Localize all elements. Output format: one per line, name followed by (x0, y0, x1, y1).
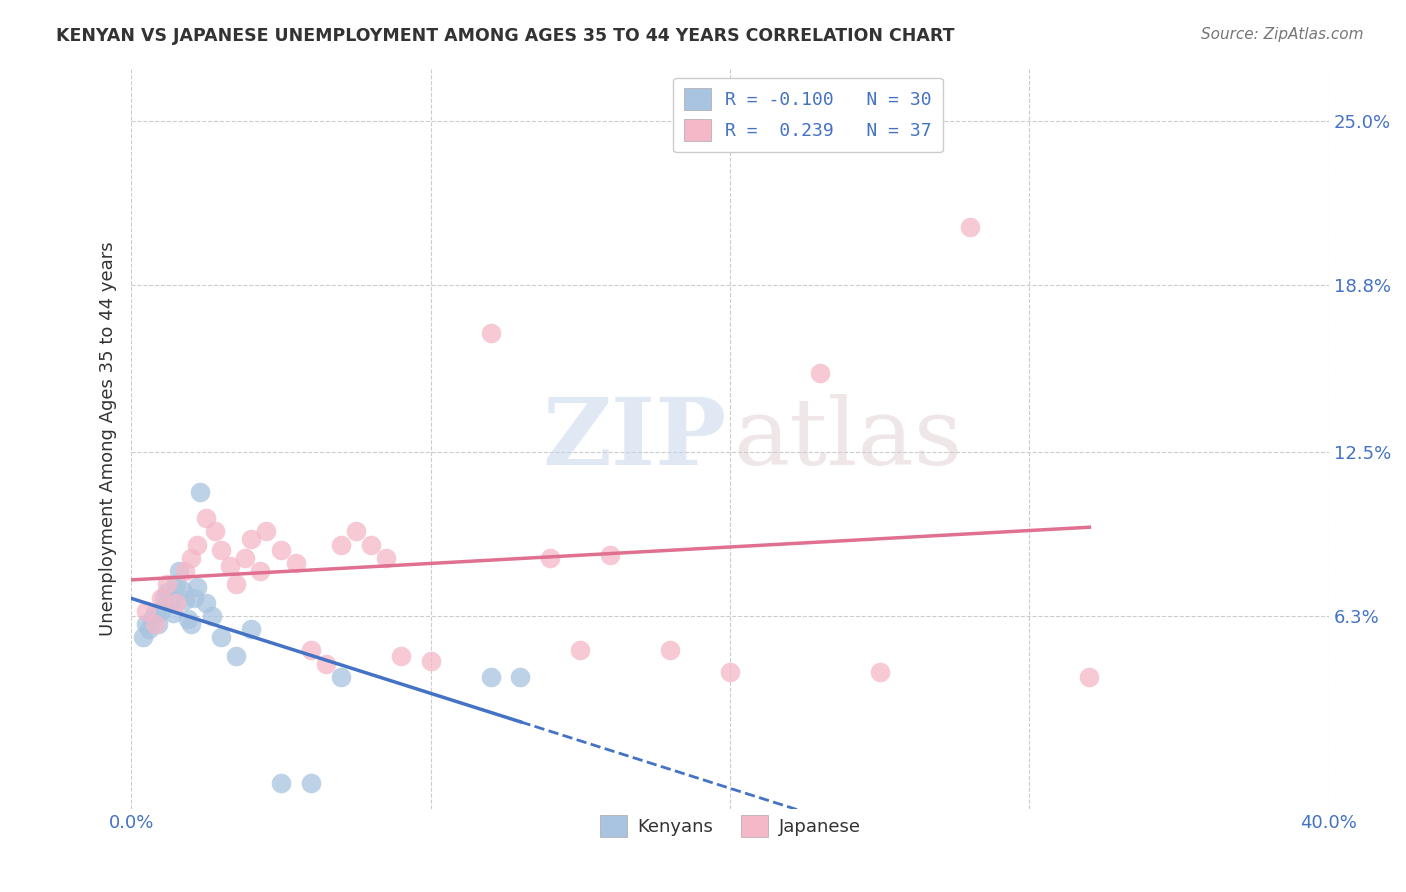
Point (153, 591, 176, 605)
Point (156, 577, 179, 591)
Point (143, 607, 166, 621)
Text: ZIP: ZIP (543, 394, 727, 483)
Point (538, 550, 561, 565)
Point (479, 670, 502, 684)
Point (299, 775, 322, 789)
Point (135, 604, 157, 618)
Y-axis label: Unemployment Among Ages 35 to 44 years: Unemployment Among Ages 35 to 44 years (100, 242, 117, 636)
Text: KENYAN VS JAPANESE UNEMPLOYMENT AMONG AGES 35 TO 44 YEARS CORRELATION CHART: KENYAN VS JAPANESE UNEMPLOYMENT AMONG AG… (56, 27, 955, 45)
Point (150, 591, 173, 605)
Text: Source: ZipAtlas.com: Source: ZipAtlas.com (1201, 27, 1364, 42)
Point (240, 533, 263, 547)
Point (209, 630, 232, 644)
Point (183, 591, 205, 605)
Point (180, 617, 202, 632)
Point (159, 596, 181, 610)
Point (1078, 670, 1101, 684)
Point (162, 607, 184, 621)
Point (174, 593, 197, 607)
Point (135, 617, 157, 632)
Point (329, 538, 352, 552)
Point (165, 596, 187, 610)
Point (299, 643, 322, 657)
Point (138, 622, 160, 636)
Point (156, 585, 179, 599)
Point (225, 577, 247, 591)
Point (174, 564, 197, 578)
Point (284, 556, 307, 570)
Point (141, 612, 163, 626)
Point (599, 548, 621, 562)
Point (209, 543, 232, 558)
Point (180, 550, 202, 565)
Point (150, 604, 173, 618)
Point (959, 220, 981, 235)
Point (249, 564, 271, 578)
Point (148, 617, 170, 632)
Point (808, 366, 831, 380)
Point (186, 538, 208, 552)
Point (186, 580, 208, 594)
Point (195, 511, 218, 525)
Point (240, 622, 263, 636)
Point (270, 775, 292, 789)
Point (219, 558, 242, 573)
Point (188, 484, 211, 499)
Point (869, 665, 891, 679)
Text: atlas: atlas (734, 394, 963, 483)
Point (165, 577, 187, 591)
Point (172, 582, 194, 597)
Point (167, 564, 190, 578)
Point (195, 596, 218, 610)
Point (315, 657, 337, 671)
Point (132, 630, 155, 644)
Point (270, 543, 292, 558)
Point (374, 550, 396, 565)
Point (177, 612, 200, 626)
Point (360, 538, 382, 552)
Point (419, 654, 441, 668)
Point (718, 665, 741, 679)
Point (479, 326, 502, 340)
Point (659, 643, 682, 657)
Point (569, 643, 592, 657)
Point (201, 609, 224, 624)
Point (233, 550, 256, 565)
Point (389, 648, 412, 663)
Point (344, 524, 367, 539)
Point (509, 670, 531, 684)
Point (254, 524, 277, 539)
Legend: Kenyans, Japanese: Kenyans, Japanese (592, 808, 868, 845)
Point (204, 524, 226, 539)
Point (143, 617, 166, 632)
Point (329, 670, 352, 684)
Point (225, 648, 247, 663)
